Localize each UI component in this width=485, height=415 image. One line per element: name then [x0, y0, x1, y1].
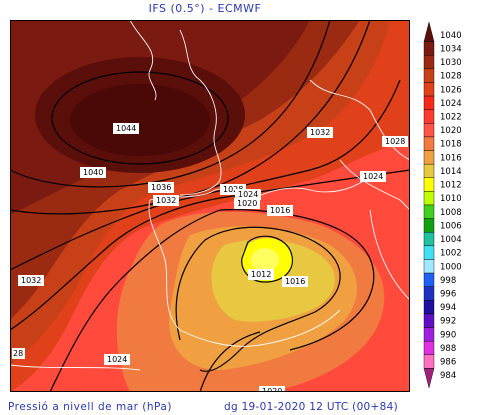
- isobar-label-1028: 1028: [385, 137, 405, 146]
- valid-time-label: dg 19-01-2020 12 UTC (00+84): [224, 401, 398, 413]
- isobar-label-1024: 1024: [238, 190, 258, 199]
- legend-swatch: [423, 286, 435, 301]
- legend-label: 986: [440, 358, 456, 368]
- legend-label: 1016: [440, 153, 462, 163]
- legend-label: 1004: [440, 235, 462, 245]
- legend-swatch: [423, 150, 435, 165]
- legend-swatch: [423, 41, 435, 56]
- isobar-label-1016: 1016: [285, 277, 305, 286]
- legend-swatch: [423, 68, 435, 83]
- legend-swatch: [423, 55, 435, 70]
- legend-swatch: [423, 354, 435, 369]
- isobar-label-1024: 1024: [107, 355, 127, 364]
- legend-label: 1008: [440, 208, 462, 218]
- isobar-label-1020: 1020: [237, 199, 257, 208]
- pressure-legend: 1040 1034 1030 1028 1026 1024 1022 1020 1018 1016…: [423, 21, 462, 389]
- isobar-label-1040: 1040: [83, 168, 103, 177]
- legend-swatch: [423, 340, 435, 355]
- isobar-label-1012: 1012: [251, 270, 271, 279]
- legend-swatch: [423, 313, 435, 328]
- legend-swatch: [423, 272, 435, 287]
- legend-swatch: [423, 327, 435, 342]
- legend-swatch: [423, 136, 435, 151]
- legend-swatch: [423, 300, 435, 315]
- legend-swatch: [423, 368, 435, 389]
- legend-label: 1012: [440, 181, 462, 191]
- legend-swatch: [423, 95, 435, 110]
- isobar-label-1024: 1024: [363, 172, 383, 181]
- legend-label: 1020: [440, 126, 462, 136]
- legend-label: 1030: [440, 58, 462, 68]
- legend-label: 984: [440, 371, 456, 381]
- legend-label: 1026: [440, 85, 462, 95]
- legend-label: 1018: [440, 140, 462, 150]
- legend-label: 1002: [440, 249, 462, 259]
- legend-swatch: [423, 218, 435, 233]
- variable-label: Pressió a nivell de mar (hPa): [8, 401, 172, 413]
- legend-label: 1010: [440, 194, 462, 204]
- legend-label: 996: [440, 290, 456, 300]
- legend-label: 992: [440, 317, 456, 327]
- legend-label: 988: [440, 344, 456, 354]
- isobar-label-1044: 1044: [116, 124, 136, 133]
- legend-swatch: [423, 82, 435, 97]
- isobar-label-1016: 1016: [270, 206, 290, 215]
- legend-swatch: [423, 204, 435, 219]
- legend-swatch: [423, 21, 435, 42]
- legend-label: 998: [440, 276, 456, 286]
- legend-label: 1034: [440, 44, 462, 54]
- legend-swatch: [423, 109, 435, 124]
- legend-label: 1040: [440, 31, 462, 41]
- legend-swatch: [423, 232, 435, 247]
- pressure-map: 1044 1040 1036 1032 1032 1032 1028 1028 …: [10, 20, 410, 392]
- legend-swatch: [423, 163, 435, 178]
- isobar-label-1032: 1032: [21, 276, 41, 285]
- legend-swatch: [423, 245, 435, 260]
- isobar-label-1036: 1036: [151, 183, 171, 192]
- isobar-label-1028: 1028: [223, 185, 243, 194]
- isobar-label-28: 28: [13, 349, 23, 358]
- map-title: IFS (0.5°) - ECMWF: [148, 2, 262, 15]
- legend-swatch: [423, 259, 435, 274]
- isobar-label-partial: 1020: [262, 387, 282, 392]
- legend-swatch: [423, 177, 435, 192]
- legend-label: 1024: [440, 99, 462, 109]
- legend-label: 1028: [440, 72, 462, 82]
- legend-label: 990: [440, 330, 456, 340]
- legend-label: 994: [440, 303, 456, 313]
- legend-label: 1022: [440, 113, 462, 123]
- isobar-label-1032: 1032: [310, 128, 330, 137]
- legend-swatch: [423, 191, 435, 206]
- isobar-label-1032: 1032: [156, 196, 176, 205]
- legend-label: 1006: [440, 221, 462, 231]
- legend-label: 1000: [440, 262, 462, 272]
- legend-label: 1014: [440, 167, 462, 177]
- legend-swatch: [423, 123, 435, 138]
